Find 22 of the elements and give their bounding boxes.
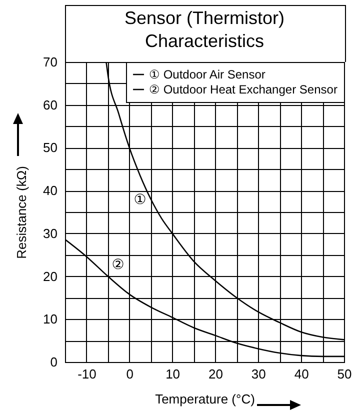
y-tick-label: 20 — [43, 268, 58, 284]
x-tick-label: -10 — [78, 366, 96, 382]
annotation: ① — [134, 192, 146, 208]
y-tick-label: 0 — [50, 354, 58, 370]
x-tick-label: 50 — [337, 366, 352, 382]
y-tick-label: 30 — [43, 226, 58, 241]
x-axis-title: Temperature (°C) — [155, 392, 255, 406]
y-tick-label: 40 — [43, 183, 58, 198]
legend-label: ① Outdoor Air Sensor — [149, 68, 266, 82]
y-tick-label: 50 — [43, 140, 58, 156]
legend-label: ② Outdoor Heat Exchanger Sensor — [149, 82, 338, 96]
y-tick-label: 60 — [43, 97, 58, 112]
annotation: ② — [112, 257, 124, 273]
chart-title: Sensor (Thermistor) Characteristics — [124, 8, 285, 51]
x-tick-label: 10 — [166, 366, 180, 382]
y-axis-title: Resistance (kΩ) — [14, 166, 30, 259]
y-tick-label: 70 — [43, 54, 58, 70]
x-tick-label: 30 — [251, 366, 266, 382]
x-tick-label: 0 — [126, 366, 134, 382]
y-tick-label: 10 — [43, 312, 58, 327]
x-tick-label: 20 — [208, 366, 223, 382]
x-tick-label: 40 — [294, 366, 309, 382]
